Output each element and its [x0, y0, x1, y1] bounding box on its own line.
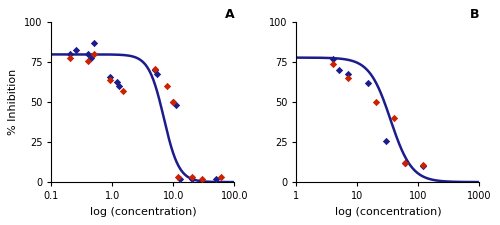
Point: [90, 41, 98, 45]
X-axis label: log (concentration): log (concentration): [90, 207, 196, 217]
Point: [174, 176, 182, 179]
Text: B: B: [470, 8, 480, 21]
Point: [116, 85, 124, 88]
Point: [172, 104, 180, 107]
Point: [87, 56, 95, 59]
Point: [66, 56, 74, 59]
Point: [84, 53, 92, 56]
Y-axis label: % Inhibition: % Inhibition: [8, 69, 18, 135]
Point: [176, 177, 184, 181]
Point: [198, 177, 206, 181]
Point: [335, 69, 343, 72]
Point: [170, 101, 177, 104]
Point: [170, 101, 177, 104]
Point: [390, 117, 398, 120]
Point: [329, 62, 337, 66]
Point: [344, 76, 352, 80]
Point: [154, 72, 162, 75]
Point: [66, 53, 74, 56]
Point: [84, 59, 92, 63]
Point: [151, 67, 159, 71]
Point: [382, 139, 390, 142]
Point: [90, 53, 98, 56]
Text: A: A: [224, 8, 234, 21]
Point: [164, 85, 172, 88]
Point: [212, 177, 220, 181]
Point: [151, 69, 159, 72]
Point: [119, 89, 127, 93]
Point: [106, 78, 114, 82]
Point: [372, 101, 380, 104]
Point: [419, 164, 427, 168]
Point: [364, 81, 372, 85]
Point: [106, 75, 114, 79]
Point: [419, 163, 427, 166]
Point: [188, 176, 196, 179]
Point: [401, 161, 409, 165]
Point: [344, 72, 352, 75]
Point: [329, 57, 337, 61]
X-axis label: log (concentration): log (concentration): [334, 207, 441, 217]
Point: [113, 80, 121, 83]
Point: [188, 177, 196, 181]
Point: [72, 48, 80, 52]
Point: [401, 161, 409, 165]
Point: [217, 176, 225, 179]
